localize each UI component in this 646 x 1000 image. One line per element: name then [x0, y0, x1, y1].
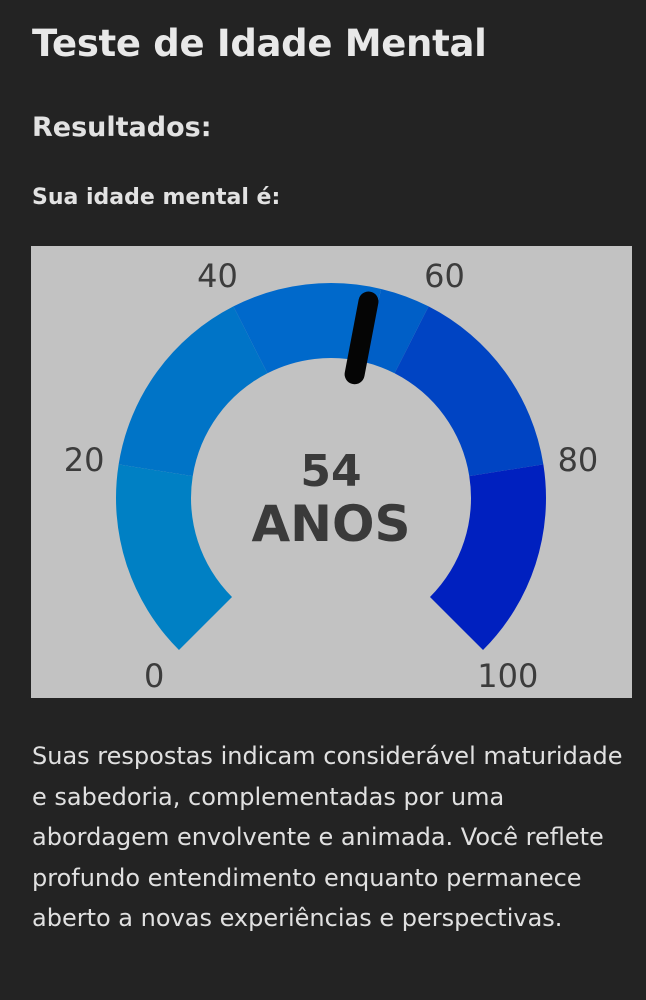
page-title: Teste de Idade Mental — [32, 22, 487, 65]
gauge-tick-label: 20 — [64, 441, 105, 479]
gauge-band-1 — [118, 306, 268, 477]
mental-age-label: Sua idade mental é: — [32, 185, 281, 210]
gauge-band-0 — [115, 464, 233, 651]
gauge-bands — [115, 283, 546, 651]
gauge-tick-label: 60 — [424, 257, 465, 295]
gauge-tick-label: 40 — [197, 257, 238, 295]
gauge-band-4 — [394, 306, 544, 477]
gauge-unit-label: ANOS — [251, 495, 410, 553]
gauge-value-label: 54 — [300, 446, 361, 497]
gauge-tick-label: 0 — [144, 657, 164, 695]
gauge-band-5 — [429, 464, 546, 651]
gauge-svg: 0 20 40 60 80 100 54 ANOS — [64, 257, 599, 695]
result-description: Suas respostas indicam considerável matu… — [32, 742, 623, 932]
gauge-needle — [344, 291, 379, 385]
gauge-tick-labels: 0 20 40 60 80 100 — [64, 257, 599, 695]
results-heading: Resultados: — [32, 112, 212, 143]
gauge-tick-label: 80 — [558, 441, 599, 479]
gauge-band-3 — [363, 288, 429, 374]
gauge-band-2 — [233, 283, 382, 374]
gauge-chart: 0 20 40 60 80 100 54 ANOS — [31, 246, 632, 698]
gauge-tick-label: 100 — [477, 657, 538, 695]
